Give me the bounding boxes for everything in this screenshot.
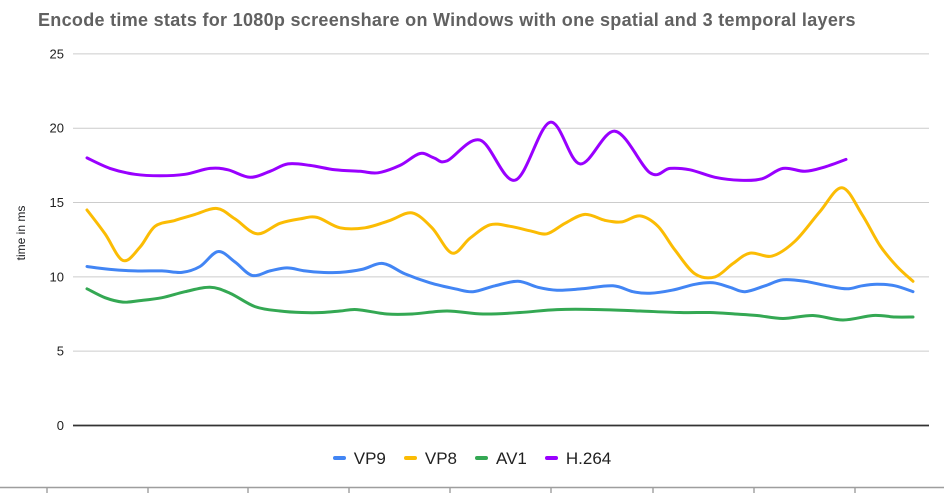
y-tick-label-5: 5 <box>57 344 64 359</box>
legend-swatch-vp9 <box>332 456 346 460</box>
legend-label-h264: H.264 <box>565 448 612 468</box>
series-line-vp9[interactable] <box>85 250 915 295</box>
series-line-av1[interactable] <box>85 285 915 322</box>
y-tick-label-10: 10 <box>50 269 64 284</box>
y-tick-label-20: 20 <box>50 121 64 136</box>
legend: VP9 VP8 AV1 H.264 <box>0 446 944 470</box>
legend-label-vp9: VP9 <box>353 448 386 468</box>
legend-label-av1: AV1 <box>496 448 527 468</box>
legend-item-h264: H.264 <box>544 448 612 468</box>
y-tick-label-0: 0 <box>57 418 64 433</box>
chart-title: Encode time stats for 1080p screenshare … <box>38 10 856 30</box>
legend-swatch-av1 <box>475 456 489 460</box>
series-line-vp8[interactable] <box>85 186 915 283</box>
legend-item-vp9: VP9 <box>332 448 386 468</box>
y-tick-label-15: 15 <box>50 195 64 210</box>
y-tick-label-25: 25 <box>50 46 64 61</box>
legend-swatch-h264 <box>544 456 558 460</box>
legend-label-vp8: VP8 <box>424 448 458 468</box>
legend-swatch-vp8 <box>403 456 417 460</box>
series-line-h264[interactable] <box>85 120 848 182</box>
legend-item-vp8: VP8 <box>403 448 458 468</box>
legend-item-av1: AV1 <box>475 450 527 467</box>
